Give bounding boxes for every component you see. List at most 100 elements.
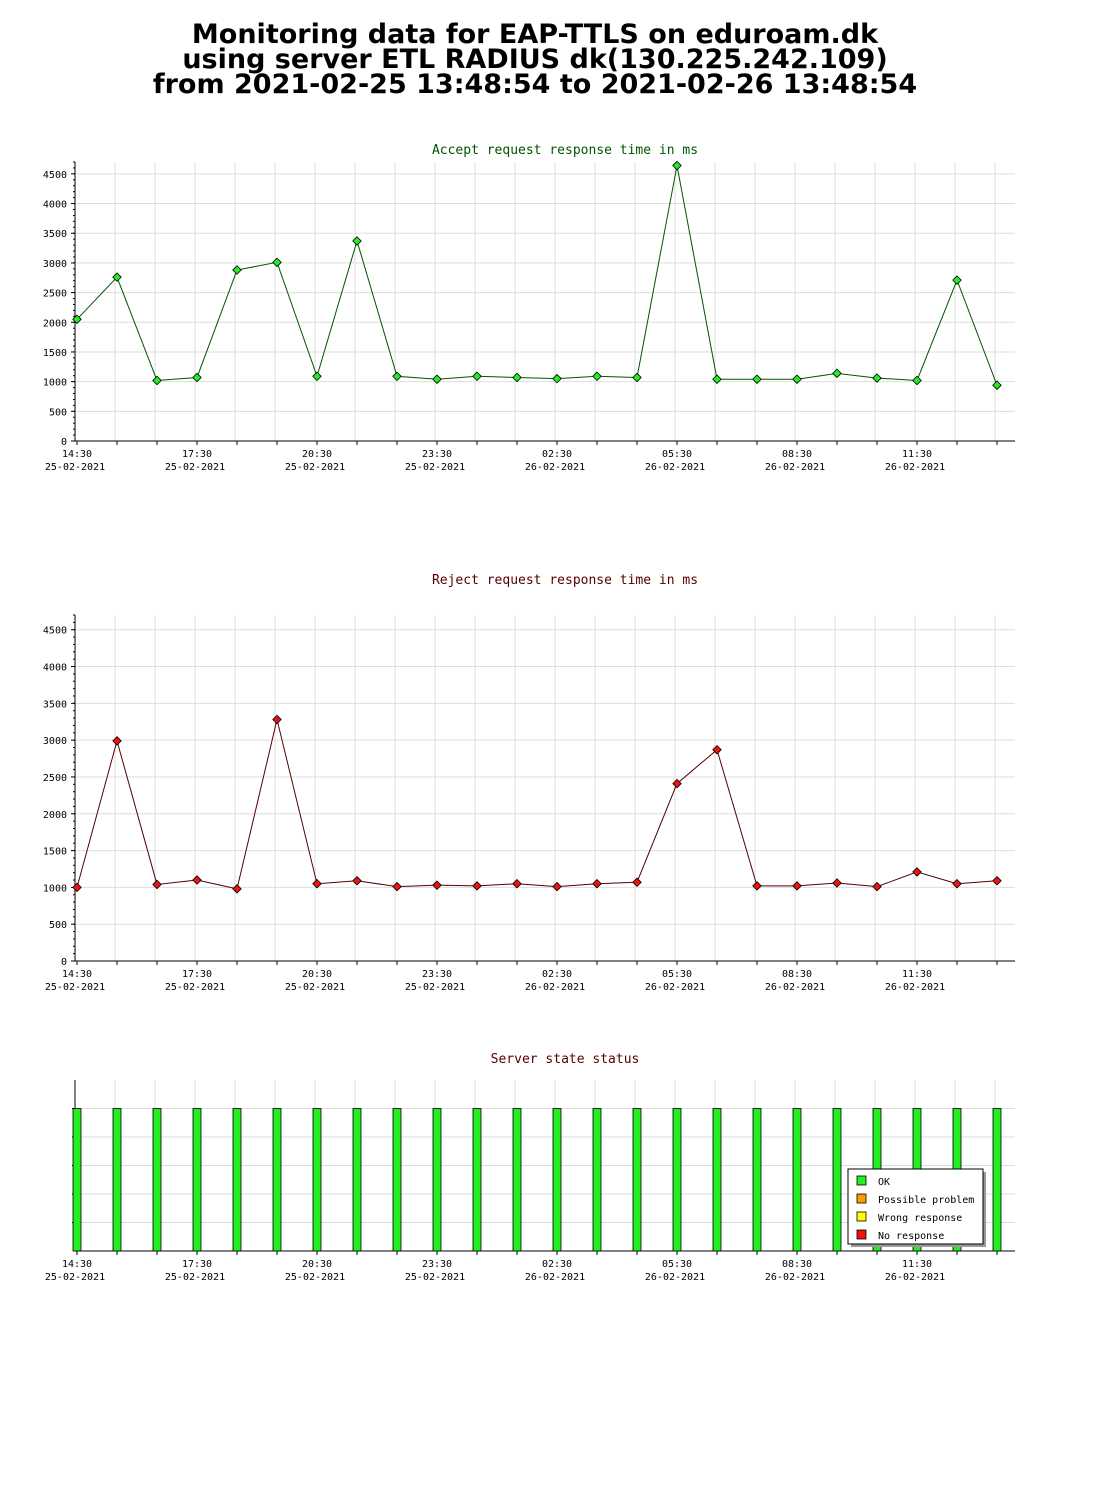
status-bar [592, 1108, 602, 1252]
y-tick-label: 500 [49, 407, 67, 418]
data-point [352, 236, 362, 246]
x-tick-label-time: 08:30 [782, 1259, 812, 1270]
status-bar [432, 1108, 442, 1252]
x-tick-label-time: 17:30 [182, 449, 212, 460]
data-point [232, 884, 242, 894]
data-point [472, 371, 482, 382]
data-point [232, 265, 242, 275]
x-tick-label-time: 02:30 [542, 969, 572, 980]
data-point [592, 371, 602, 382]
y-tick-label: 3500 [43, 229, 67, 240]
x-tick-label-date: 26-02-2021 [525, 462, 585, 473]
x-tick-label-time: 17:30 [182, 969, 212, 980]
x-tick-label-date: 26-02-2021 [885, 1272, 945, 1283]
legend-swatch [856, 1211, 867, 1222]
data-point [712, 374, 722, 385]
x-tick-label-date: 25-02-2021 [285, 462, 345, 473]
y-tick-label: 1500 [43, 847, 67, 858]
y-tick-label: 0 [61, 957, 67, 968]
x-tick-label-time: 02:30 [542, 449, 572, 460]
y-tick-label: 2500 [43, 773, 67, 784]
data-point [952, 275, 962, 285]
data-point [192, 875, 202, 885]
x-tick-label-date: 26-02-2021 [525, 1272, 585, 1283]
y-tick-label: 2500 [43, 289, 67, 300]
y-tick-label: 3500 [43, 699, 67, 710]
status-bar [632, 1108, 642, 1252]
x-tick-label-time: 23:30 [422, 969, 452, 980]
data-point [392, 881, 402, 892]
chart-title: Reject request response time in ms [432, 573, 698, 588]
x-tick-label-date: 26-02-2021 [765, 982, 825, 993]
x-tick-label-time: 11:30 [902, 449, 932, 460]
x-tick-label-date: 25-02-2021 [45, 1272, 105, 1283]
status-bar [472, 1108, 482, 1252]
x-tick-label-time: 23:30 [422, 1259, 452, 1270]
legend-swatch [856, 1175, 867, 1186]
data-point [352, 875, 362, 886]
x-tick-label-time: 20:30 [302, 1259, 332, 1270]
status-bar [792, 1108, 802, 1252]
y-tick-label: 500 [49, 920, 67, 931]
status-bar [192, 1108, 202, 1252]
data-point [432, 880, 442, 890]
legend-label: Wrong response [878, 1213, 962, 1224]
data-point [72, 882, 82, 893]
x-tick-label-time: 08:30 [782, 969, 812, 980]
data-point [592, 878, 602, 889]
data-point [152, 375, 162, 386]
data-point [392, 371, 402, 382]
series-line [76, 719, 998, 890]
status-bar [152, 1108, 162, 1252]
status-bar [992, 1108, 1002, 1252]
x-tick-label-time: 11:30 [902, 1259, 932, 1270]
data-point [792, 881, 802, 891]
x-tick-label-time: 14:30 [62, 969, 92, 980]
x-tick-label-date: 25-02-2021 [165, 1272, 225, 1283]
x-tick-label-date: 25-02-2021 [285, 1272, 345, 1283]
data-point [552, 881, 562, 892]
x-tick-label-date: 26-02-2021 [645, 982, 705, 993]
status-bar [392, 1108, 402, 1252]
x-tick-label-date: 26-02-2021 [645, 1272, 705, 1283]
data-point [312, 371, 322, 382]
x-tick-label-date: 25-02-2021 [165, 462, 225, 473]
data-point [192, 372, 202, 383]
title-line-2: using server ETL RADIUS dk(130.225.242.1… [182, 44, 888, 75]
x-tick-label-time: 20:30 [302, 449, 332, 460]
x-tick-label-date: 25-02-2021 [45, 462, 105, 473]
status-bar [712, 1108, 722, 1252]
page-title: Monitoring data for EAP-TTLS on eduroam.… [0, 21, 1070, 98]
data-point [712, 744, 722, 755]
y-tick-label: 3000 [43, 259, 67, 270]
y-tick-label: 1000 [43, 883, 67, 894]
data-point [272, 257, 282, 268]
data-point [272, 714, 282, 725]
status-bar [112, 1108, 122, 1252]
chart-panel-2: Reject request response time in ms 0 500 10… [43, 573, 1015, 993]
status-bar [312, 1108, 322, 1252]
y-tick-label: 2000 [43, 318, 67, 329]
y-tick-label: 4000 [43, 663, 67, 674]
x-tick-label-date: 26-02-2021 [525, 982, 585, 993]
chart-panel-3: Server state status 14:30 25-02-2021 17:30 2… [45, 1052, 1015, 1283]
y-tick-label: 2000 [43, 810, 67, 821]
y-tick-label: 4500 [43, 170, 67, 181]
y-tick-label: 4500 [43, 626, 67, 637]
data-point [152, 879, 162, 890]
status-bar [512, 1108, 522, 1252]
x-tick-label-date: 25-02-2021 [405, 982, 465, 993]
data-point [952, 878, 962, 889]
x-tick-label-date: 26-02-2021 [765, 462, 825, 473]
x-tick-label-time: 23:30 [422, 449, 452, 460]
series-line [76, 165, 998, 386]
status-bar [232, 1108, 242, 1252]
data-point [72, 314, 82, 325]
data-point [312, 878, 322, 889]
x-tick-label-date: 25-02-2021 [405, 462, 465, 473]
y-tick-label: 1500 [43, 348, 67, 359]
status-bar [272, 1108, 282, 1252]
data-point [112, 272, 122, 282]
status-bar [352, 1108, 362, 1252]
data-point [872, 373, 882, 383]
